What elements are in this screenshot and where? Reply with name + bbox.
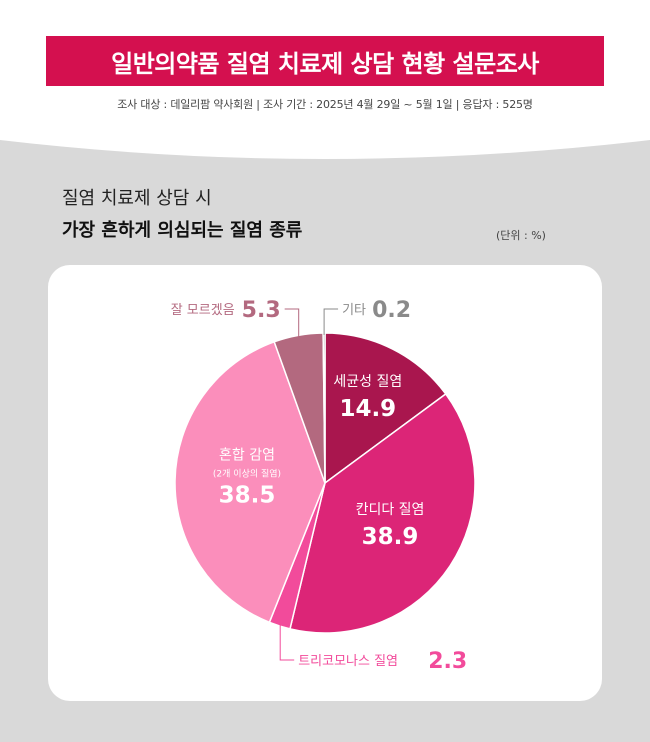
slice-label: 트리코모나스 질염 bbox=[298, 654, 398, 669]
leader-line bbox=[284, 308, 300, 338]
header-background bbox=[0, 0, 650, 159]
slice-value: 5.3 bbox=[242, 298, 281, 323]
leader-line bbox=[323, 308, 339, 335]
slice-value: 14.9 bbox=[339, 396, 396, 422]
pie-slice bbox=[324, 332, 447, 485]
unit-label: (단위 : %) bbox=[496, 229, 546, 242]
chart-card: 세균성 질염 14.9 칸디다 질염 38.9 트리코모나스 질염 2.3 혼합 감염 (2개… bbox=[48, 265, 602, 701]
slice-label: 기타 bbox=[342, 303, 366, 318]
slice-label: 칸디다 질염 bbox=[356, 502, 425, 518]
chart-title-line2: 가장 흔하게 의심되는 질염 종류 bbox=[62, 220, 303, 241]
slice-label: 혼합 감염 bbox=[219, 448, 275, 464]
pie-chart: 세균성 질염 14.9 칸디다 질염 38.9 트리코모나스 질염 2.3 혼합 감염 (2개… bbox=[171, 298, 476, 674]
slice-sublabel: (2개 이상의 질염) bbox=[213, 468, 281, 480]
leader-line bbox=[279, 624, 295, 661]
page-title: 일반의약품 질염 치료제 상담 현황 설문조사 bbox=[111, 49, 539, 78]
chart-title-line1: 질염 치료제 상담 시 bbox=[62, 188, 212, 209]
survey-info: 조사 대상 : 데일리팜 약사회원 | 조사 기간 : 2025년 4월 29일… bbox=[117, 98, 533, 111]
title-banner: 일반의약품 질염 치료제 상담 현황 설문조사 bbox=[46, 36, 604, 86]
pie-slice bbox=[174, 340, 326, 624]
slice-value: 38.9 bbox=[362, 524, 419, 550]
slice-value: 0.2 bbox=[372, 298, 411, 323]
slice-label: 세균성 질염 bbox=[333, 374, 402, 390]
slice-label: 잘 모르겠음 bbox=[171, 303, 235, 318]
slice-value: 38.5 bbox=[219, 483, 276, 509]
slice-value: 2.3 bbox=[428, 649, 467, 674]
pie-slice bbox=[289, 392, 476, 634]
header-area: 일반의약품 질염 치료제 상담 현황 설문조사 조사 대상 : 데일리팜 약사회… bbox=[0, 0, 650, 185]
